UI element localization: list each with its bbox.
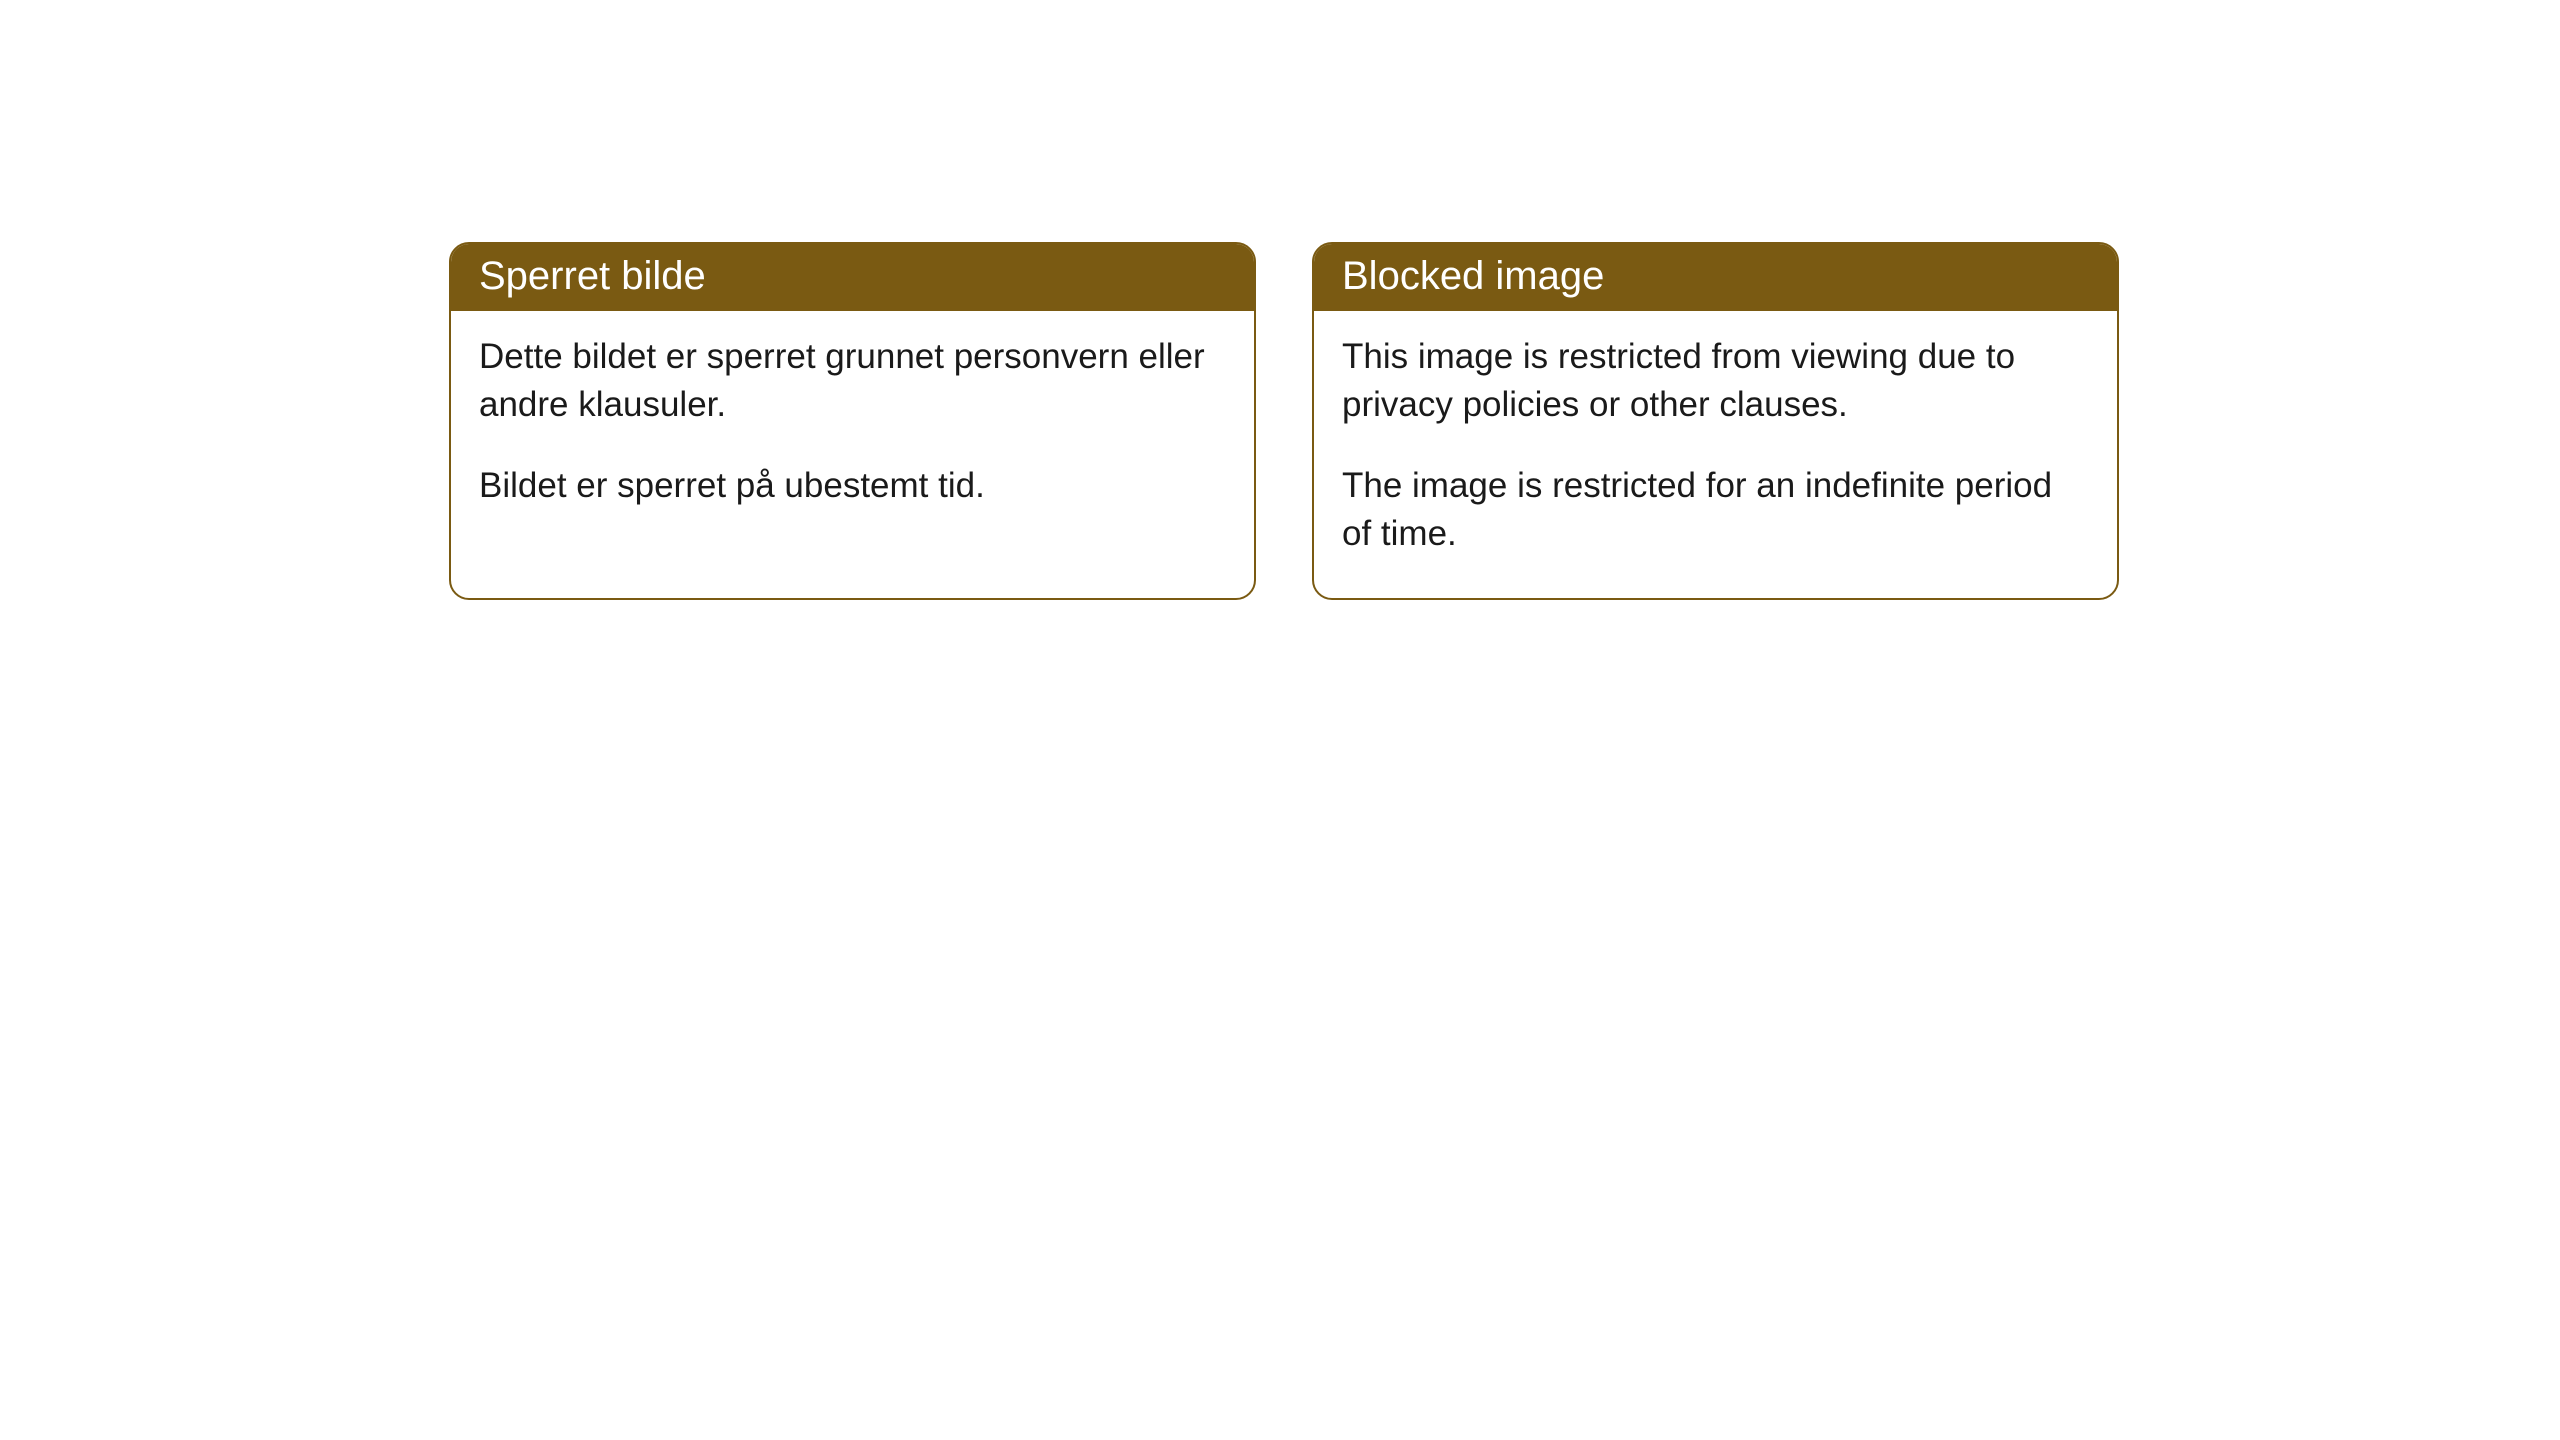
card-header-no: Sperret bilde bbox=[451, 244, 1254, 311]
notice-cards-container: Sperret bilde Dette bildet er sperret gr… bbox=[449, 242, 2119, 600]
blocked-image-card-en: Blocked image This image is restricted f… bbox=[1312, 242, 2119, 600]
card-title: Blocked image bbox=[1342, 254, 1604, 298]
card-paragraph: Dette bildet er sperret grunnet personve… bbox=[479, 333, 1226, 430]
card-body-no: Dette bildet er sperret grunnet personve… bbox=[451, 311, 1254, 550]
card-paragraph: Bildet er sperret på ubestemt tid. bbox=[479, 462, 1226, 510]
card-body-en: This image is restricted from viewing du… bbox=[1314, 311, 2117, 598]
card-title: Sperret bilde bbox=[479, 254, 706, 298]
card-paragraph: This image is restricted from viewing du… bbox=[1342, 333, 2089, 430]
card-header-en: Blocked image bbox=[1314, 244, 2117, 311]
card-paragraph: The image is restricted for an indefinit… bbox=[1342, 462, 2089, 559]
blocked-image-card-no: Sperret bilde Dette bildet er sperret gr… bbox=[449, 242, 1256, 600]
